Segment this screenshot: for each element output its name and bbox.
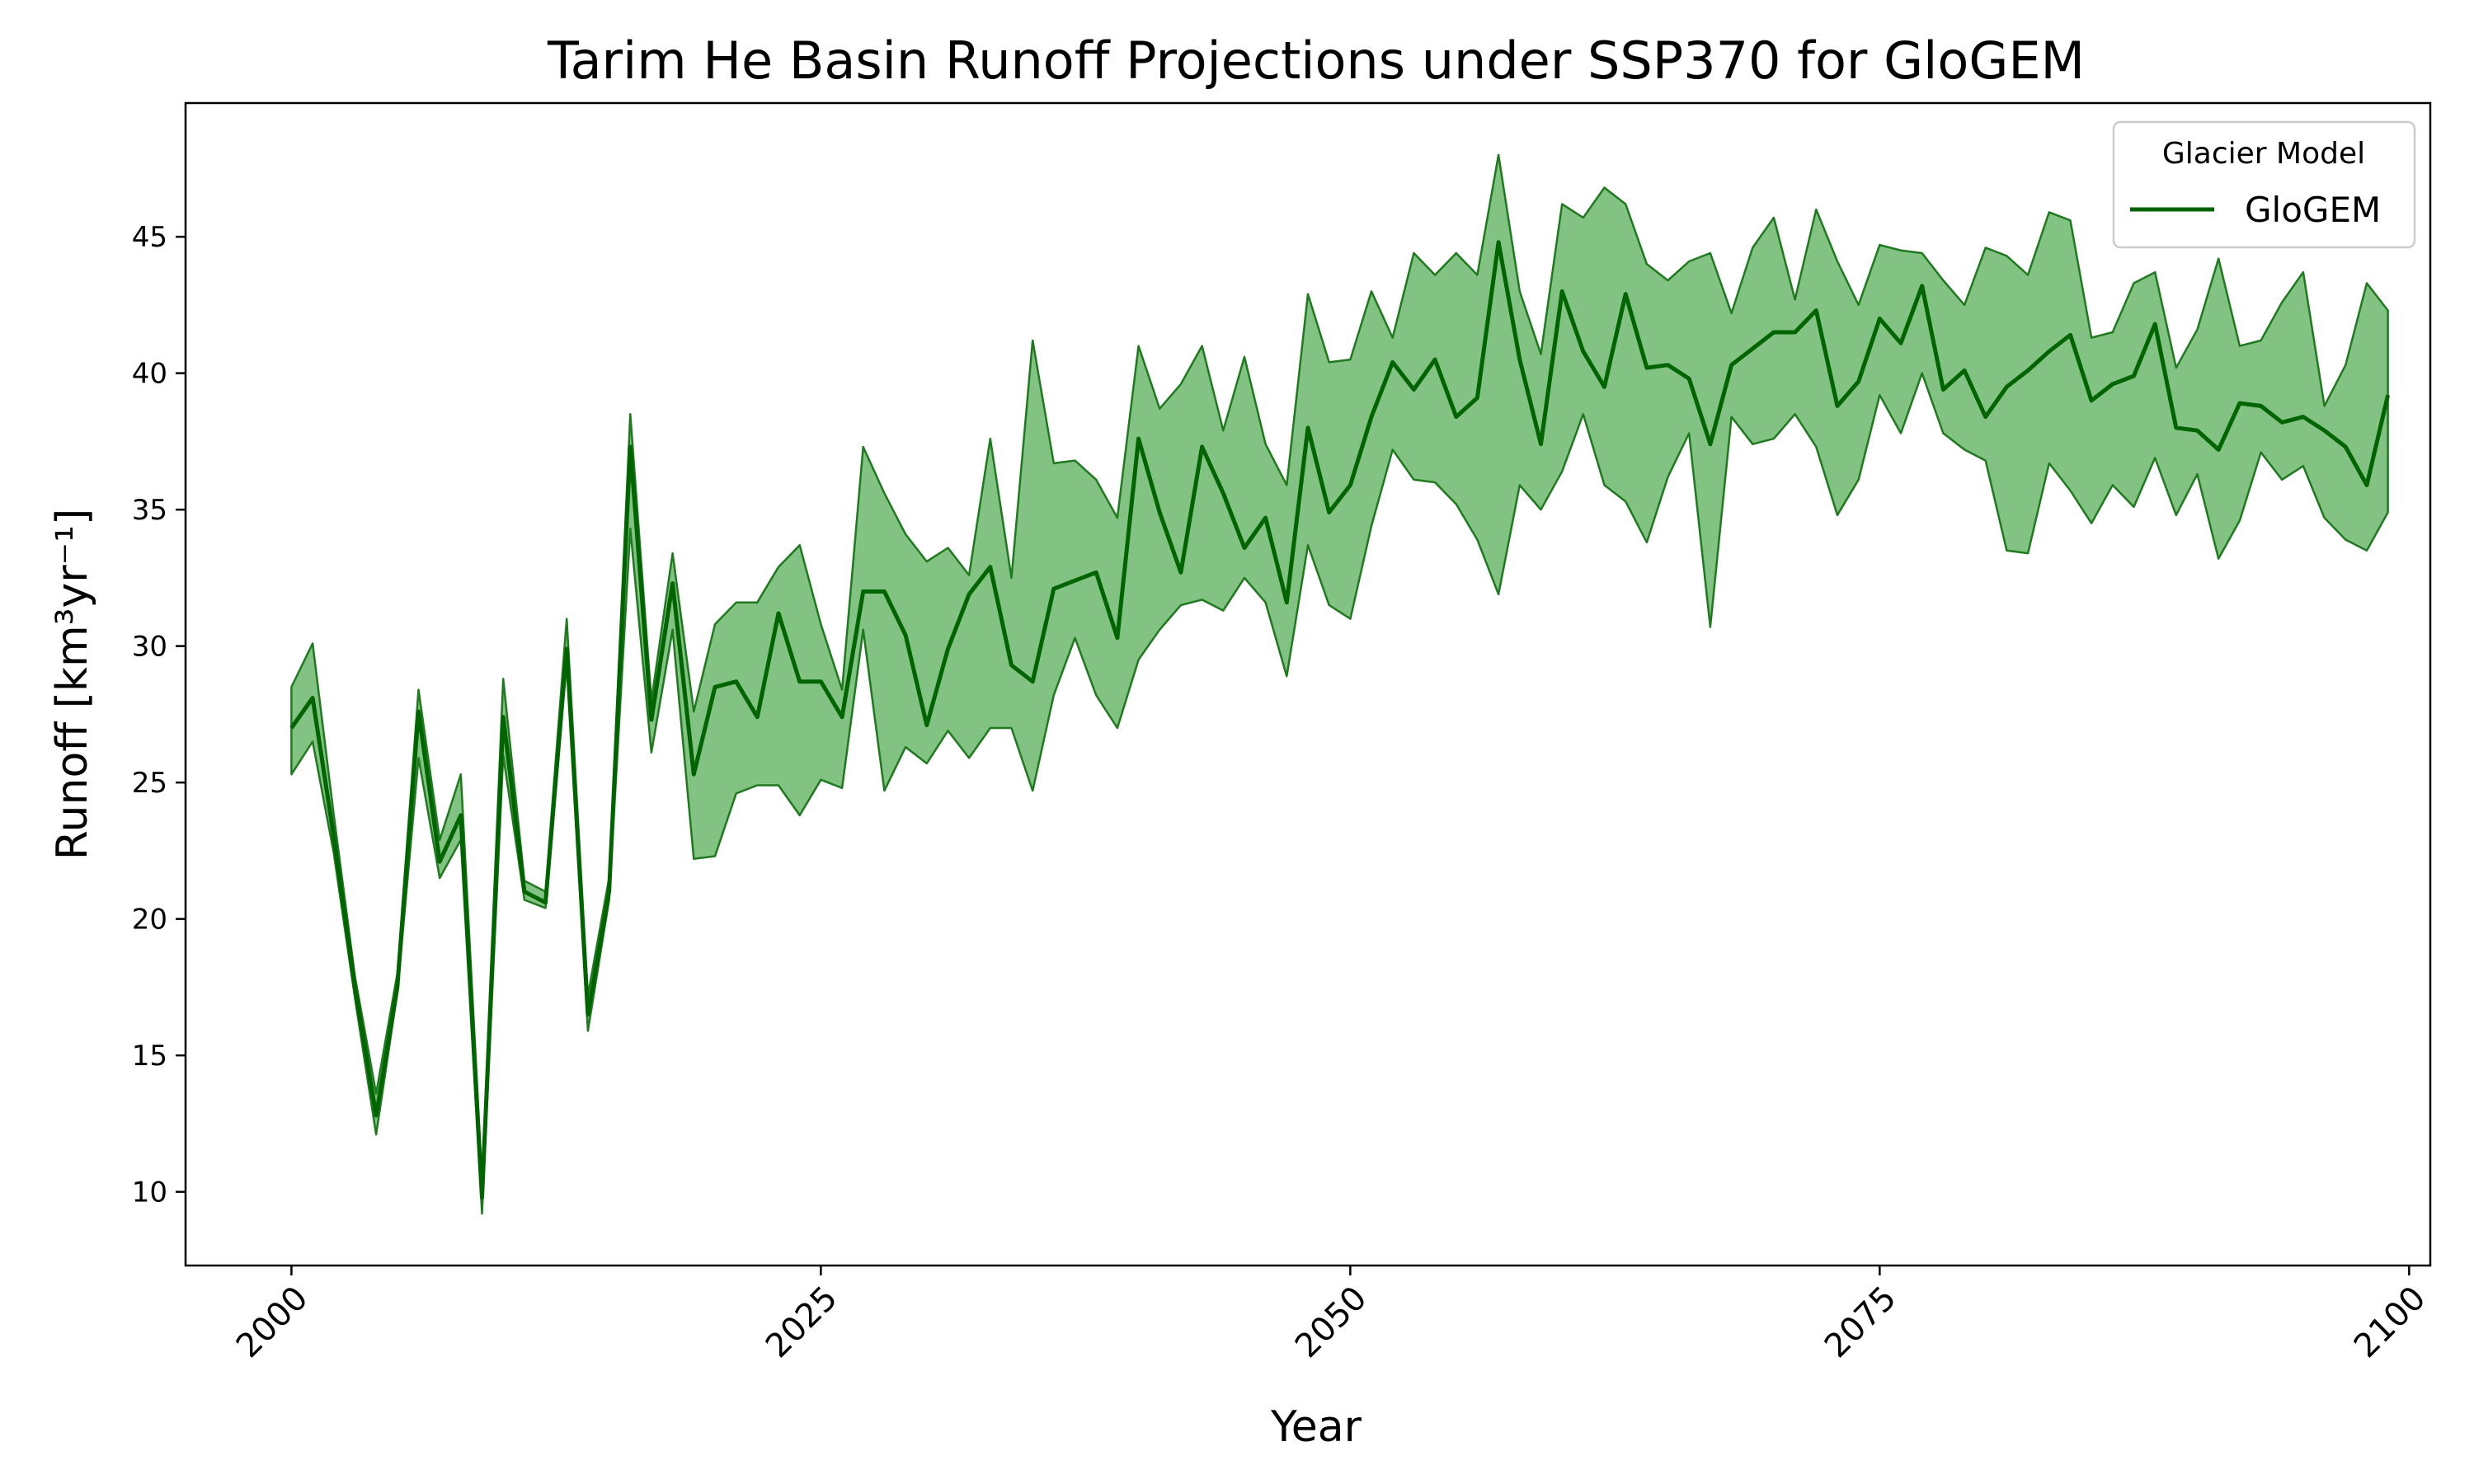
legend: Glacier Model GloGEM xyxy=(2112,120,2416,249)
y-tick-label: 45 xyxy=(132,221,167,254)
y-tick-label: 25 xyxy=(132,767,167,800)
x-axis-title: Year xyxy=(1270,1402,1362,1452)
y-tick-label: 20 xyxy=(132,904,167,937)
y-tick-label: 30 xyxy=(132,631,167,664)
y-tick-label: 15 xyxy=(132,1040,167,1073)
y-tick-label: 40 xyxy=(132,358,167,391)
legend-frame xyxy=(2112,120,2416,249)
y-tick-label: 10 xyxy=(132,1176,167,1209)
y-axis-title: Runoff [km³yr⁻¹] xyxy=(48,509,97,861)
series-line-glogem xyxy=(289,240,2391,1200)
y-tick-label: 35 xyxy=(132,494,167,527)
plot-area xyxy=(289,153,2391,1215)
uncertainty-band xyxy=(290,153,2389,1215)
y-axis-title-unit: [km³yr⁻¹] xyxy=(48,509,97,709)
y-axis-title-text: Runoff xyxy=(48,721,97,861)
chart-title: Tarim He Basin Runoff Projections under … xyxy=(547,31,2085,91)
y-axis: 10 15 20 25 30 35 40 45 xyxy=(132,221,186,1209)
plot-frame xyxy=(184,101,2432,1267)
legend-title: Glacier Model xyxy=(2162,137,2365,171)
legend-entry-glogem: GloGEM xyxy=(2245,190,2381,230)
